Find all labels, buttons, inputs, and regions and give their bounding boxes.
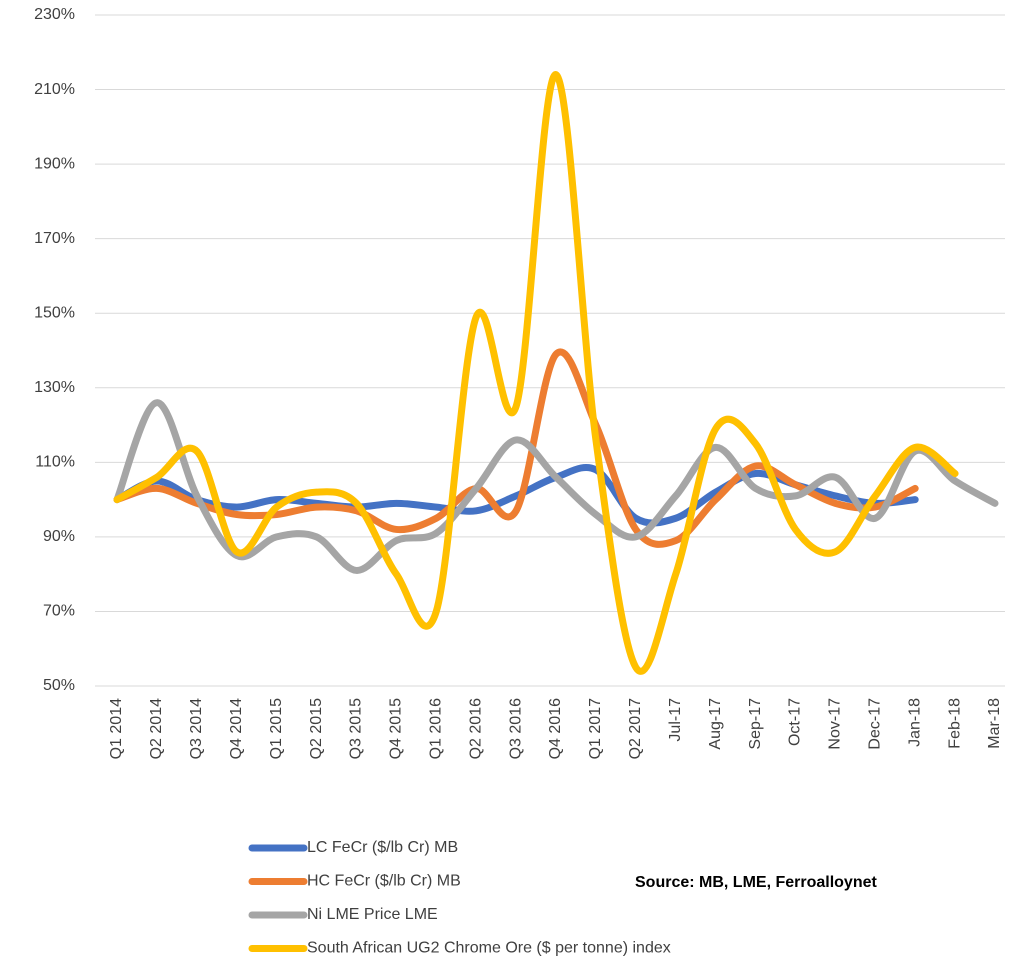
- x-tick-label: Q4 2015: [388, 698, 405, 759]
- x-tick-label: Mar-18: [986, 698, 1003, 749]
- x-tick-label: Q3 2014: [188, 698, 205, 759]
- y-tick-label: 230%: [34, 6, 75, 23]
- y-tick-label: 190%: [34, 155, 75, 172]
- y-tick-label: 130%: [34, 379, 75, 396]
- x-tick-label: Nov-17: [827, 698, 844, 750]
- x-tick-label: Dec-17: [866, 698, 883, 750]
- x-tick-label: Q4 2014: [228, 698, 245, 759]
- x-tick-label: Aug-17: [707, 698, 724, 750]
- source-note: Source: MB, LME, Ferroalloynet: [635, 874, 877, 891]
- x-tick-label: Jan-18: [906, 698, 923, 747]
- x-tick-label: Q2 2015: [308, 698, 325, 759]
- y-tick-label: 210%: [34, 81, 75, 98]
- x-tick-label: Q4 2016: [547, 698, 564, 759]
- y-tick-label: 50%: [43, 677, 75, 694]
- x-tick-label: Q1 2016: [427, 698, 444, 759]
- x-tick-label: Q3 2015: [348, 698, 365, 759]
- legend-label: LC FeCr ($/lb Cr) MB: [307, 839, 458, 856]
- x-tick-label: Q1 2017: [587, 698, 604, 759]
- y-tick-label: 110%: [35, 454, 75, 471]
- x-tick-label: Sep-17: [747, 698, 764, 750]
- y-tick-label: 150%: [34, 304, 75, 321]
- x-tick-label: Q3 2016: [507, 698, 524, 759]
- legend-label: South African UG2 Chrome Ore ($ per tonn…: [307, 940, 671, 957]
- x-tick-label: Q1 2015: [268, 698, 285, 759]
- series-line: [113, 71, 959, 675]
- x-tick-label: Jul-17: [667, 698, 684, 742]
- legend-label: Ni LME Price LME: [307, 906, 438, 923]
- x-tick-label: Q2 2017: [627, 698, 644, 759]
- x-tick-label: Q2 2014: [148, 698, 165, 759]
- x-tick-label: Feb-18: [946, 698, 963, 749]
- legend-label: HC FeCr ($/lb Cr) MB: [307, 873, 461, 890]
- series-line: [113, 348, 919, 548]
- y-tick-label: 170%: [34, 230, 75, 247]
- x-tick-label: Oct-17: [787, 698, 804, 746]
- x-tick-label: Q1 2014: [108, 698, 125, 759]
- y-tick-label: 90%: [43, 528, 75, 545]
- y-tick-label: 70%: [43, 603, 75, 620]
- x-tick-label: Q2 2016: [467, 698, 484, 759]
